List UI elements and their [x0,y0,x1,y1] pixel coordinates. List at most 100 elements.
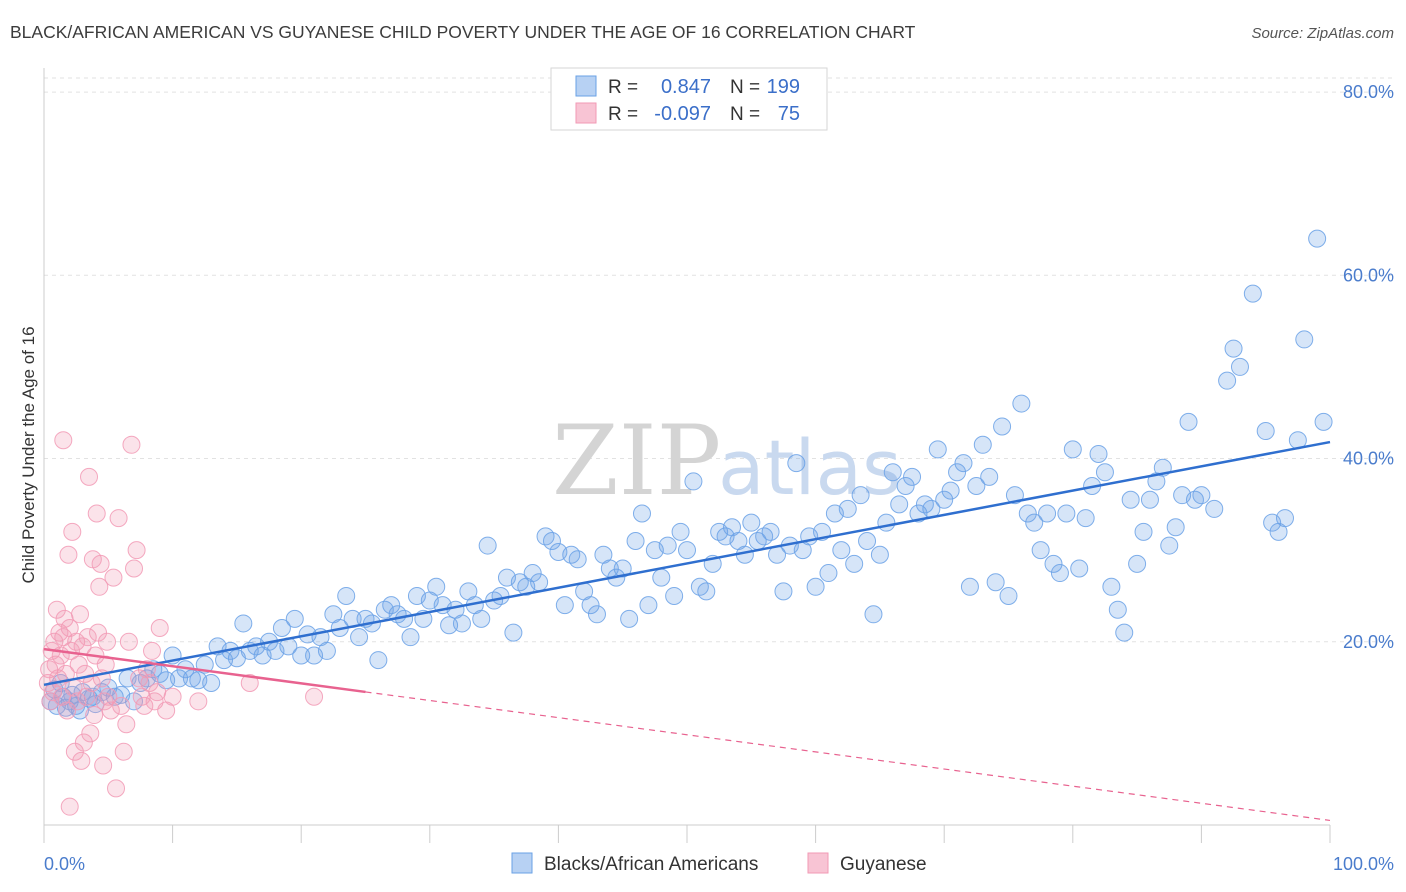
guyanese-point-72 [189,692,208,711]
blacks-point-188 [1224,339,1243,358]
x-tick-min: 0.0% [44,854,85,874]
blacks-point-101 [652,568,671,587]
blacks-point-169 [1089,444,1108,463]
guyanese-point-26 [72,751,91,770]
guyanese-point-36 [85,706,104,725]
blacks-point-194 [1275,509,1294,528]
bottom-legend-label-blacks: Blacks/African Americans [544,854,758,875]
blacks-point-83 [536,527,555,546]
blacks-point-152 [980,467,999,486]
blacks-point-140 [903,467,922,486]
blacks-point-31 [202,673,221,692]
guyanese-point-48 [101,701,120,720]
blacks-point-166 [1070,559,1089,578]
guyanese-point-49 [104,568,123,587]
blacks-point-108 [697,582,716,601]
guyanese-point-63 [140,673,159,692]
blacks-point-129 [832,541,851,560]
blacks-point-90 [581,596,600,615]
guyanese-point-33 [81,724,100,743]
blacks-point-136 [877,513,896,532]
blacks-point-158 [1018,504,1037,523]
blacks-point-191 [1256,422,1275,441]
blacks-point-102 [658,536,677,555]
y-axis-label: Child Poverty Under the Age of 16 [19,326,38,583]
legend-n-value-guyanese: 75 [778,103,800,125]
blacks-point-66 [427,577,446,596]
guyanese-point-55 [119,632,138,651]
blacks-point-137 [883,463,902,482]
blacks-point-135 [870,545,889,564]
blacks-point-164 [1057,504,1076,523]
blacks-point-177 [1140,490,1159,509]
y-tick-labels: 20.0% 40.0% 60.0% 80.0% [1343,82,1394,652]
guyanese-point-69 [150,619,169,638]
blacks-point-133 [858,531,877,550]
blacks-point-131 [845,554,864,573]
guyanese-point-7 [47,600,66,619]
blacks-point-148 [954,454,973,473]
blacks-point-62 [401,628,420,647]
bottom-legend-swatch-guyanese [807,852,829,874]
blacks-point-76 [491,586,510,605]
blacks-point-104 [671,522,690,541]
blacks-point-198 [1314,412,1333,431]
guyanese-point-32 [80,467,99,486]
blacks-point-106 [684,472,703,491]
blacks-point-173 [1115,623,1134,642]
blacks-point-162 [1044,554,1063,573]
blacks-point-88 [568,550,587,569]
blacks-point-52 [337,586,356,605]
x-tick-max: 100.0% [1333,854,1394,874]
blacks-point-165 [1063,440,1082,459]
blacks-point-147 [948,463,967,482]
blacks-point-49 [317,641,336,660]
legend-n-label-blacks: N = [730,77,760,98]
blacks-point-59 [382,596,401,615]
blacks-point-103 [665,586,684,605]
guyanese-point-31 [78,628,97,647]
blacks-point-187 [1218,371,1237,390]
guyanese-point-64 [143,641,162,660]
blacks-point-149 [960,577,979,596]
blacks-point-82 [530,573,549,592]
stats-legend-box [550,67,828,131]
blacks-point-156 [1005,486,1024,505]
guyanese-point-21 [65,742,84,761]
chart-title: BLACK/AFRICAN AMERICAN VS GUYANESE CHILD… [10,22,916,42]
blacks-point-73 [472,609,491,628]
blacks-point-185 [1192,486,1211,505]
blacks-point-159 [1025,513,1044,532]
guyanese-point-34 [82,673,101,692]
guyanese-point-46 [98,632,117,651]
legend-swatch-guyanese [575,102,597,124]
guyanese-point-52 [112,696,131,715]
blacks-point-172 [1108,600,1127,619]
guyanese-point-1 [40,660,59,679]
blacks-point-153 [986,573,1005,592]
trend-line-guyanese-solid [43,647,366,694]
guyanese-point-74 [305,687,324,706]
blacks-point-132 [851,486,870,505]
blacks-point-117 [755,527,774,546]
blacks-point-54 [350,628,369,647]
blacks-point-127 [819,564,838,583]
guyanese-point-24 [69,655,88,674]
blacks-point-115 [742,513,761,532]
blacks-point-163 [1050,564,1069,583]
blacks-point-130 [838,499,857,518]
blacks-point-99 [639,596,658,615]
blacks-point-74 [478,536,497,555]
blacks-point-154 [993,417,1012,436]
guyanese-point-41 [91,554,110,573]
trend-line-guyanese-dashed [365,691,1331,822]
bottom-legend-swatch-blacks [511,852,533,874]
guyanese-point-38 [87,504,106,523]
blacks-point-170 [1095,463,1114,482]
blacks-point-189 [1230,357,1249,376]
bottom-legend-label-guyanese: Guyanese [840,854,927,875]
guyanese-point-14 [56,664,75,683]
blacks-point-175 [1128,554,1147,573]
guyanese-point-39 [89,623,108,642]
